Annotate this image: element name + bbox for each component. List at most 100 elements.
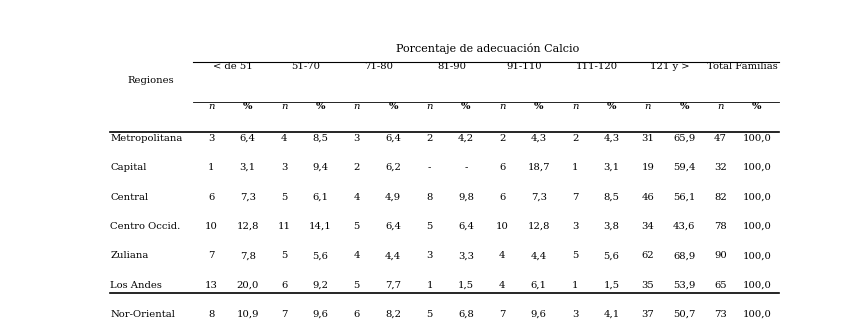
- Text: 9,8: 9,8: [458, 193, 474, 202]
- Text: Regiones: Regiones: [128, 76, 175, 85]
- Text: 5,6: 5,6: [313, 251, 328, 260]
- Text: 5: 5: [426, 310, 433, 319]
- Text: 73: 73: [714, 310, 727, 319]
- Text: 6,1: 6,1: [531, 281, 546, 290]
- Text: 5: 5: [353, 222, 360, 231]
- Text: n: n: [353, 102, 360, 111]
- Text: 43,6: 43,6: [673, 222, 695, 231]
- Text: 6,4: 6,4: [385, 134, 401, 143]
- Text: 90: 90: [714, 251, 727, 260]
- Text: 100,0: 100,0: [742, 134, 772, 143]
- Text: 3: 3: [353, 134, 360, 143]
- Text: 78: 78: [714, 222, 727, 231]
- Text: 1: 1: [572, 163, 578, 172]
- Text: Los Andes: Los Andes: [110, 281, 162, 290]
- Text: 9,4: 9,4: [313, 163, 328, 172]
- Text: 6: 6: [208, 193, 215, 202]
- Text: 1: 1: [426, 281, 433, 290]
- Text: 91-110: 91-110: [507, 62, 542, 71]
- Text: 100,0: 100,0: [742, 193, 772, 202]
- Text: 8,5: 8,5: [313, 134, 328, 143]
- Text: 18,7: 18,7: [527, 163, 550, 172]
- Text: Central: Central: [110, 193, 148, 202]
- Text: 6: 6: [353, 310, 360, 319]
- Text: 2: 2: [499, 134, 506, 143]
- Text: 10: 10: [205, 222, 218, 231]
- Text: 50,7: 50,7: [673, 310, 695, 319]
- Text: 100,0: 100,0: [742, 310, 772, 319]
- Text: 6,4: 6,4: [240, 134, 255, 143]
- Text: 5: 5: [281, 251, 288, 260]
- Text: 3: 3: [572, 222, 578, 231]
- Text: 53,9: 53,9: [673, 281, 695, 290]
- Text: 3: 3: [572, 310, 578, 319]
- Text: 7: 7: [281, 310, 288, 319]
- Text: 6: 6: [281, 281, 288, 290]
- Text: 1: 1: [572, 281, 578, 290]
- Text: 1,5: 1,5: [604, 281, 619, 290]
- Text: 9,2: 9,2: [313, 281, 328, 290]
- Text: 7,3: 7,3: [531, 193, 546, 202]
- Text: 7: 7: [572, 193, 578, 202]
- Text: %: %: [316, 102, 326, 111]
- Text: 7,8: 7,8: [240, 251, 255, 260]
- Text: 100,0: 100,0: [742, 251, 772, 260]
- Text: 6,8: 6,8: [458, 310, 474, 319]
- Text: n: n: [572, 102, 578, 111]
- Text: 7: 7: [208, 251, 215, 260]
- Text: %: %: [462, 102, 471, 111]
- Text: Zuliana: Zuliana: [110, 251, 149, 260]
- Text: 6,1: 6,1: [313, 193, 328, 202]
- Text: 46: 46: [642, 193, 654, 202]
- Text: 3: 3: [281, 163, 288, 172]
- Text: 6: 6: [499, 193, 506, 202]
- Text: 2: 2: [572, 134, 578, 143]
- Text: 14,1: 14,1: [309, 222, 332, 231]
- Text: 34: 34: [642, 222, 654, 231]
- Text: 8,2: 8,2: [385, 310, 401, 319]
- Text: 4: 4: [353, 193, 360, 202]
- Text: 6: 6: [499, 163, 506, 172]
- Text: 31: 31: [642, 134, 654, 143]
- Text: n: n: [208, 102, 215, 111]
- Text: 19: 19: [642, 163, 654, 172]
- Text: n: n: [499, 102, 506, 111]
- Text: 4: 4: [499, 281, 506, 290]
- Text: 5,6: 5,6: [604, 251, 619, 260]
- Text: 3,1: 3,1: [240, 163, 255, 172]
- Text: 1: 1: [208, 163, 215, 172]
- Text: < de 51: < de 51: [213, 62, 253, 71]
- Text: 7,3: 7,3: [240, 193, 255, 202]
- Text: 4,4: 4,4: [385, 251, 401, 260]
- Text: -: -: [428, 163, 431, 172]
- Text: 32: 32: [714, 163, 727, 172]
- Text: 8,5: 8,5: [604, 193, 619, 202]
- Text: 4: 4: [353, 251, 360, 260]
- Text: 121 y >: 121 y >: [650, 62, 689, 71]
- Text: 7,7: 7,7: [385, 281, 401, 290]
- Text: 81-90: 81-90: [437, 62, 466, 71]
- Text: 3,3: 3,3: [458, 251, 474, 260]
- Text: 4: 4: [281, 134, 288, 143]
- Text: -: -: [464, 163, 468, 172]
- Text: n: n: [717, 102, 724, 111]
- Text: 12,8: 12,8: [527, 222, 550, 231]
- Text: 100,0: 100,0: [742, 163, 772, 172]
- Text: 37: 37: [642, 310, 654, 319]
- Text: 100,0: 100,0: [742, 222, 772, 231]
- Text: 1,5: 1,5: [458, 281, 474, 290]
- Text: %: %: [243, 102, 253, 111]
- Text: 65,9: 65,9: [673, 134, 695, 143]
- Text: 5: 5: [426, 222, 433, 231]
- Text: n: n: [644, 102, 651, 111]
- Text: 11: 11: [278, 222, 291, 231]
- Text: 20,0: 20,0: [236, 281, 259, 290]
- Text: 35: 35: [642, 281, 654, 290]
- Text: 4,3: 4,3: [604, 134, 619, 143]
- Text: 3: 3: [426, 251, 433, 260]
- Text: Capital: Capital: [110, 163, 146, 172]
- Text: n: n: [281, 102, 288, 111]
- Text: %: %: [534, 102, 544, 111]
- Text: 10,9: 10,9: [236, 310, 259, 319]
- Text: 4: 4: [499, 251, 506, 260]
